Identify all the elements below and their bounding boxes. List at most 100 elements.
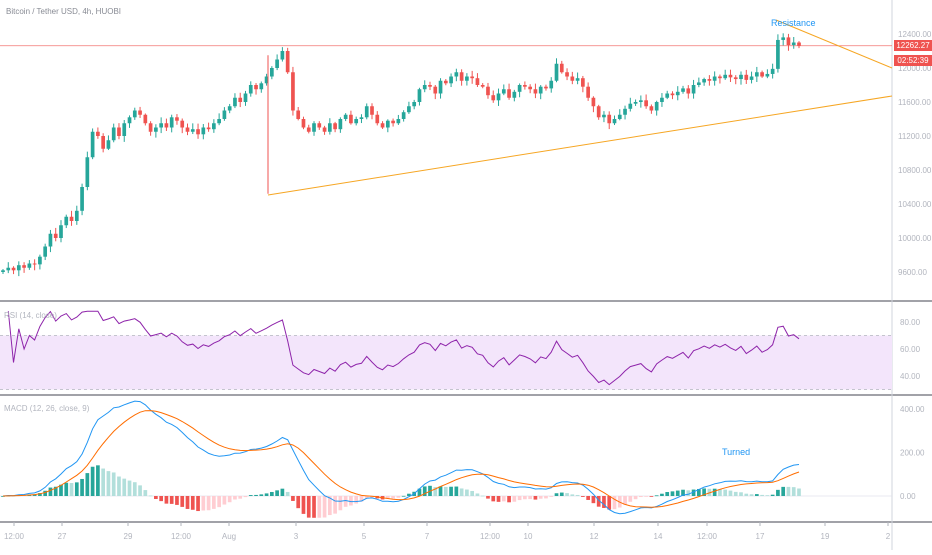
candle-body [675,91,680,96]
macd-histogram-bar [259,494,264,496]
time-axis-label: 27 [58,532,67,541]
candle-body [712,76,717,81]
candle-body [306,127,311,132]
candle-body [449,76,453,84]
price-axis-label: 12400.00 [898,30,932,39]
macd-histogram-bar [554,493,559,496]
macd-histogram-bar [206,496,211,511]
macd-axis-label: 200.00 [900,449,925,458]
macd-histogram-bar [64,482,69,496]
macd-histogram-bar [270,491,274,496]
candle-body [507,89,511,98]
candle-body [639,100,643,102]
candle-body [781,37,786,40]
macd-histogram-bar [538,496,543,499]
macd-histogram-bar [797,488,801,496]
candle-body [296,110,301,119]
macd-histogram-bar [227,496,232,503]
time-axis-label: 12:00 [4,532,25,541]
candle-body [264,76,269,84]
macd-axis-label: 400.00 [900,405,925,414]
candle-body [491,95,496,101]
macd-histogram-bar [312,496,316,518]
macd-histogram-bar [681,489,685,496]
macd-histogram-bar [74,482,79,496]
macd-histogram-bar [449,486,453,496]
candle-body [169,117,174,128]
candle-body [85,157,90,187]
macd-histogram-bar [43,490,48,496]
candle-body [80,187,84,211]
candle-body [27,263,32,268]
macd-histogram-bar [670,491,675,496]
candle-body [791,42,796,46]
candle-body [190,129,195,132]
candle-body [496,93,501,101]
candle-body [538,86,543,94]
macd-histogram-bar [349,496,353,506]
macd-histogram-bar [549,496,554,497]
macd-histogram-bar [675,490,680,496]
macd-histogram-bar [623,496,627,505]
candle-body [559,63,564,73]
candle-body [617,114,622,119]
candle-body [354,119,359,124]
candle-body [401,112,406,119]
macd-histogram-bar [185,496,190,509]
chart-title: Bitcoin / Tether USD, 4h, HUOBI [6,7,122,16]
rsi-line [7,310,800,386]
candle-body [96,131,100,136]
macd-histogram-bar [565,493,569,496]
candle-body [760,72,764,77]
macd-histogram-bar [354,496,359,504]
time-axis-label: 3 [294,532,299,541]
candle-body [575,78,580,81]
candle-body [385,120,390,128]
time-axis-label: 14 [654,532,663,541]
candle-body [22,265,26,268]
macd-histogram-bar [591,496,596,504]
macd-histogram-bar [433,487,438,496]
macd-histogram-bar [417,488,422,496]
time-axis-label: 17 [756,532,765,541]
rsi-axis-label: 40.00 [900,372,921,381]
macd-histogram-bar [407,493,411,496]
macd-histogram-bar [475,493,480,496]
macd-histogram-bar [438,486,443,496]
candle-body [744,74,749,80]
candle-body [628,103,633,109]
macd-histogram-bar [396,496,401,498]
price-axis-label: 9600.00 [898,268,927,277]
candle-body [117,127,121,136]
candle-body [470,76,475,79]
candle-body [517,85,522,92]
macd-histogram-bar [190,496,195,510]
macd-histogram-bar [612,496,617,510]
candle-body [101,136,106,149]
candle-body [686,88,691,94]
time-axis-label: 29 [124,532,133,541]
macd-histogram-bar [217,496,221,508]
price-axis-label: 10000.00 [898,234,932,243]
candle-body [64,216,69,226]
macd-histogram-bar [254,494,258,496]
candle-body [754,72,759,77]
macd-histogram-bar [570,494,575,496]
macd-histogram-bar [544,496,548,499]
candle-body [581,78,585,87]
macd-histogram-bar [575,494,580,496]
candle-body [554,63,559,81]
macd-line [2,400,800,515]
candle-body [359,117,364,119]
candle-body [649,106,654,111]
candle-body [143,114,148,124]
candle-body [185,127,190,132]
candle-body [776,39,780,69]
time-axis-label: 12:00 [480,532,501,541]
macd-histogram-bar [1,496,5,497]
price-axis-label: 12000.00 [898,64,932,73]
macd-histogram-bar [96,465,100,496]
